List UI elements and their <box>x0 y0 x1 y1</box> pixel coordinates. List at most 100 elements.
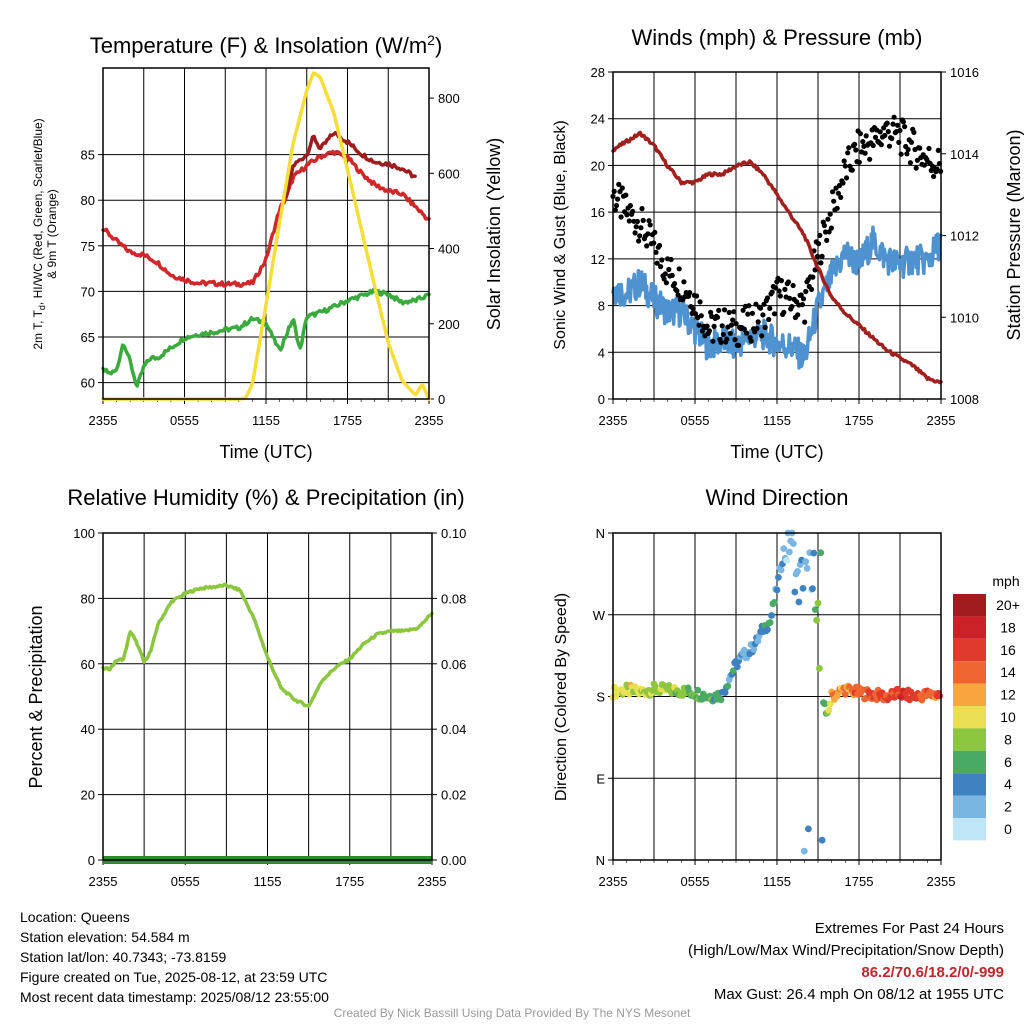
y2-tick-label: 0.00 <box>441 853 466 868</box>
gust-point <box>872 134 879 140</box>
plot-border <box>612 71 942 400</box>
x-axis-label: Time (UTC) <box>219 442 312 462</box>
gust-point <box>835 190 842 196</box>
gust-point <box>824 237 830 243</box>
gust-point <box>834 205 840 211</box>
gust-point <box>718 339 724 345</box>
gust-point <box>724 336 730 342</box>
title-superscript: 2 <box>427 32 435 48</box>
gust-point <box>816 241 822 247</box>
direction-point <box>785 548 793 556</box>
legend-label: 0 <box>1004 821 1012 837</box>
y-tick-label: 65 <box>81 330 95 345</box>
gust-point <box>746 303 752 309</box>
gust-point <box>669 272 675 278</box>
gust-point <box>931 173 937 180</box>
x-axis-label: Time (UTC) <box>730 442 823 462</box>
series-relative-humidity <box>101 582 434 708</box>
direction-point <box>813 616 820 624</box>
gust-point <box>785 279 792 285</box>
gust-point <box>745 311 751 317</box>
y-tick-label: 28 <box>591 65 605 80</box>
gust-point <box>728 322 735 328</box>
title-close: ) <box>435 33 442 58</box>
direction-point <box>841 691 849 698</box>
gust-point <box>838 194 844 200</box>
gust-point <box>831 198 837 204</box>
extremes-box: Extremes For Past 24 Hours (High/Low/Max… <box>688 918 1004 1006</box>
gust-point <box>860 139 866 145</box>
direction-point <box>764 626 771 634</box>
y-axis-label: Percent & Precipitation <box>26 605 46 788</box>
y-tick-label: 16 <box>591 205 605 220</box>
y-tick-label: 0 <box>88 853 95 868</box>
gust-point <box>638 225 644 231</box>
gust-point <box>708 309 714 315</box>
gust-point <box>830 189 836 195</box>
gust-point <box>781 309 787 315</box>
max-gust-text: Max Gust: 26.4 mph On 08/12 at 1955 UTC <box>713 986 1004 1003</box>
x-tick-label: 0555 <box>681 874 710 889</box>
x-tick-label: 0555 <box>171 874 200 889</box>
gust-point <box>663 280 670 286</box>
gust-point <box>895 122 901 128</box>
direction-point <box>809 585 816 593</box>
y-tick-label: 80 <box>81 591 95 606</box>
x-tick-label: 1155 <box>763 874 791 889</box>
x-tick-label: 2355 <box>415 413 444 428</box>
direction-point <box>734 663 741 671</box>
gust-point <box>653 249 659 255</box>
x-tick-label: 2355 <box>418 874 447 889</box>
legend-label: 4 <box>1004 776 1012 792</box>
gust-point <box>652 229 658 235</box>
chart-title: Relative Humidity (%) & Precipitation (i… <box>67 485 464 510</box>
y-tick-label: E <box>596 771 605 786</box>
direction-point <box>750 645 758 653</box>
gust-point <box>760 312 766 318</box>
gust-point <box>846 145 852 151</box>
gust-point <box>825 216 831 222</box>
direction-point <box>766 619 774 626</box>
gust-point <box>698 313 704 319</box>
gust-point <box>740 307 746 313</box>
gust-point <box>821 222 828 229</box>
gust-point <box>762 324 768 330</box>
gust-point <box>818 260 824 266</box>
y-tick-label: W <box>593 608 606 623</box>
gust-point <box>849 167 855 173</box>
gust-point <box>626 218 632 224</box>
direction-point <box>754 637 762 645</box>
y2-tick-label: 0.02 <box>441 788 466 803</box>
gust-point <box>870 142 876 149</box>
y2-tick-label: 1008 <box>950 392 979 407</box>
gust-point <box>882 132 888 139</box>
chart-title: Winds (mph) & Pressure (mb) <box>632 25 923 50</box>
credit-line: Created By Nick Bassill Using Data Provi… <box>333 1006 691 1020</box>
gust-point <box>658 264 664 270</box>
gust-point <box>613 202 620 209</box>
plot-border <box>102 532 433 861</box>
direction-point <box>814 599 822 607</box>
y-tick-label: 24 <box>591 112 605 127</box>
direction-point <box>770 599 778 606</box>
gust-point <box>757 305 764 311</box>
series-2m-t <box>101 149 431 288</box>
x-tick-label: 1755 <box>335 874 364 889</box>
elevation-text: Station elevation: 54.584 m <box>20 929 190 945</box>
gust-point <box>800 296 807 302</box>
gust-point <box>773 285 779 291</box>
gust-point <box>840 180 846 186</box>
legend-label: 14 <box>1000 664 1016 680</box>
gust-point <box>697 299 703 305</box>
direction-point <box>777 566 785 574</box>
y-axis-label-line1b: , HI/WC (Red, Green, Scarlet/Blue) <box>31 118 45 305</box>
direction-point <box>724 682 732 690</box>
gust-point <box>699 328 706 334</box>
y-tick-label: N <box>596 853 605 868</box>
legend-swatch <box>953 818 986 841</box>
x-tick-label: 1155 <box>252 413 280 428</box>
gust-point <box>721 307 728 313</box>
direction-point <box>893 685 901 693</box>
gust-point <box>687 290 693 296</box>
gust-point <box>720 331 727 338</box>
